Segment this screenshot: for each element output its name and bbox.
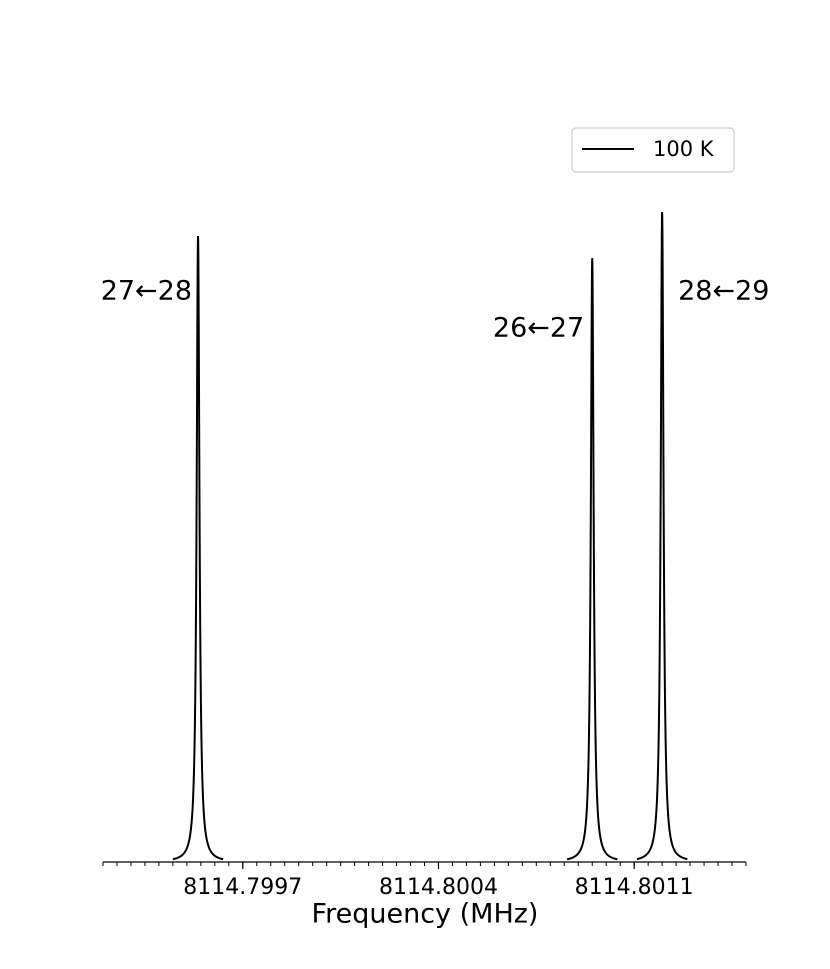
legend-box	[571, 127, 735, 173]
peak-label: 26←27	[493, 313, 584, 344]
peak-label: 28←29	[678, 276, 769, 307]
peak-label: 27←28	[101, 276, 192, 307]
x-tick-label: 8114.8011	[575, 875, 694, 900]
x-tick-label: 8114.8004	[379, 875, 498, 900]
legend-label: 100 K	[653, 137, 715, 161]
spectrum-peak	[566, 258, 618, 861]
x-axis-label: Frequency (MHz)	[312, 899, 539, 930]
x-tick-label: 8114.7997	[183, 875, 302, 900]
spectrum-peak	[172, 236, 224, 861]
spectrum-peak	[636, 211, 688, 861]
